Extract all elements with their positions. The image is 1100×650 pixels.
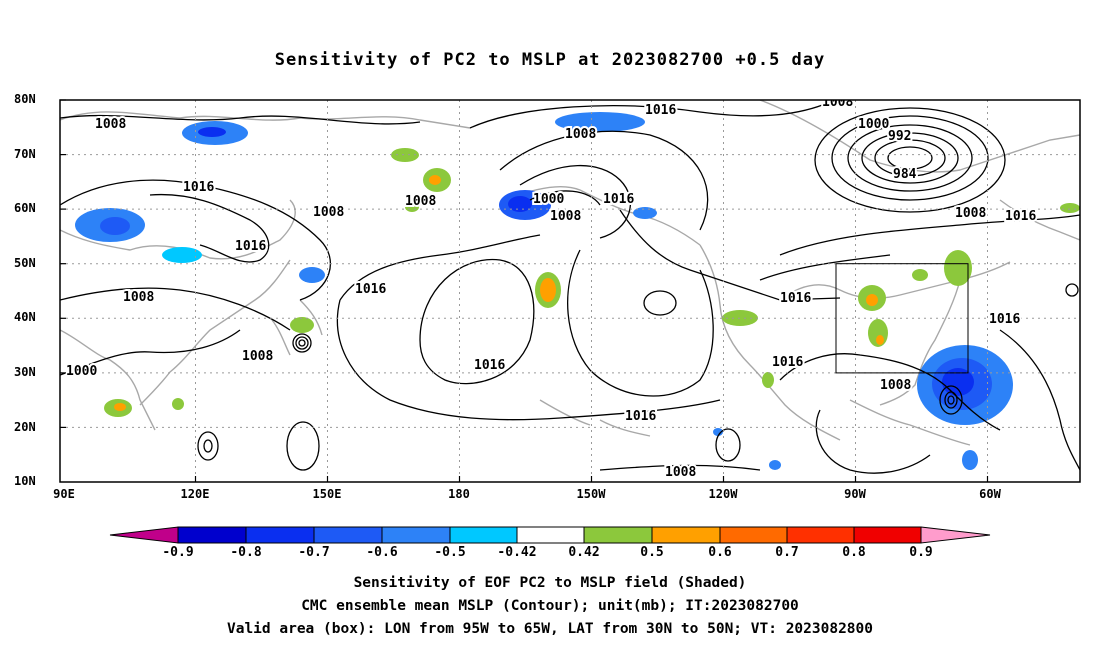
colorbar-label: 0.7 [775,545,799,560]
colorbar-label: 0.8 [842,545,866,560]
contour-label: 1016 [989,312,1020,327]
colorbar-bin [245,526,315,544]
colorbar-label: 0.9 [909,545,933,560]
contour-label: 992 [888,129,911,144]
x-axis-label: 90W [844,487,866,501]
colorbar-label: -0.5 [434,545,466,560]
colorbar-bin [177,526,247,544]
axis-ticks [60,99,989,482]
colorbar-bin [786,526,855,544]
contour-label: 1016 [603,192,634,207]
colorbar-label: -0.42 [497,545,537,560]
contour-label: 1008 [880,378,911,393]
contour-label: 1016 [1005,209,1036,224]
x-axis-label: 120E [180,487,210,501]
colorbar-bin [449,526,518,544]
colorbar-label: -0.6 [366,545,398,560]
y-axis-label: 60N [14,201,36,215]
colorbar-bin [583,526,653,544]
contour-label: 1008 [405,194,436,209]
colorbar-label: -0.8 [230,545,262,560]
colorbar-label: -0.9 [162,545,194,560]
colorbar-label: 0.5 [640,545,664,560]
y-axis-label: 80N [14,92,36,106]
colorbar-arrow-low [109,526,179,544]
contour-label: 1016 [183,180,214,195]
colorbar-bin [719,526,788,544]
contour-label: 1000 [533,192,564,207]
contour-label: 1008 [123,290,154,305]
colorbar-arrow-high [920,526,991,544]
x-axis-label: 150E [312,487,342,501]
colorbar-bin [516,526,585,544]
contour-label: 984 [893,167,917,182]
map-title: Sensitivity of PC2 to MSLP at 2023082700… [274,50,826,70]
colorbar-label: -0.7 [298,545,330,560]
gridlines [60,100,1080,482]
x-axis-label: 90E [53,487,75,501]
y-axis-label: 30N [14,365,36,379]
colorbar [109,526,991,544]
x-axis-label: 60W [979,487,1001,501]
caption-line-2: CMC ensemble mean MSLP (Contour); unit(m… [301,598,799,614]
contour-label: 1000 [66,364,97,379]
x-axis-label: 120W [708,487,738,501]
contour-label: 1016 [235,239,266,254]
colorbar-label: 0.6 [708,545,732,560]
contour-label: 1008 [665,465,696,480]
contour-label: 1016 [625,409,656,424]
contour-label: 1016 [474,358,505,373]
caption-line-1: Sensitivity of EOF PC2 to MSLP field (Sh… [353,575,747,591]
contour-label: 1008 [95,117,126,132]
contour-label: 1008 [550,209,581,224]
contour-label: 1008 [565,127,596,142]
y-axis-label: 40N [14,310,36,324]
contour-label: 1016 [355,282,386,297]
colorbar-bin [313,526,383,544]
x-axis-label: 180 [448,487,470,501]
contour-label: 1000 [858,117,889,132]
y-axis-label: 70N [14,147,36,161]
map-frame [59,99,1081,483]
contour-label: 1008 [955,206,986,221]
y-axis-label: 10N [14,474,36,488]
colorbar-bin [381,526,451,544]
caption-line-3: Valid area (box): LON from 95W to 65W, L… [226,621,873,637]
colorbar-bin [853,526,922,544]
contour-label: 1008 [313,205,344,220]
colorbar-bin [651,526,721,544]
contour-label: 1016 [645,103,676,118]
x-axis-label: 150W [576,487,606,501]
contour-label: 1016 [772,355,803,370]
contour-label: 1008 [822,95,853,110]
coastlines [60,100,1080,446]
y-axis-label: 50N [14,256,36,270]
contour-labels: 1008 1016 1008 1000 992 984 1008 1016 10… [64,95,1038,482]
y-axis-label: 20N [14,420,36,434]
contour-label: 1016 [780,291,811,306]
colorbar-label: 0.42 [568,545,600,560]
contour-label: 1008 [242,349,273,364]
mslp-contours [60,101,1080,474]
valid-area-box [835,263,969,374]
